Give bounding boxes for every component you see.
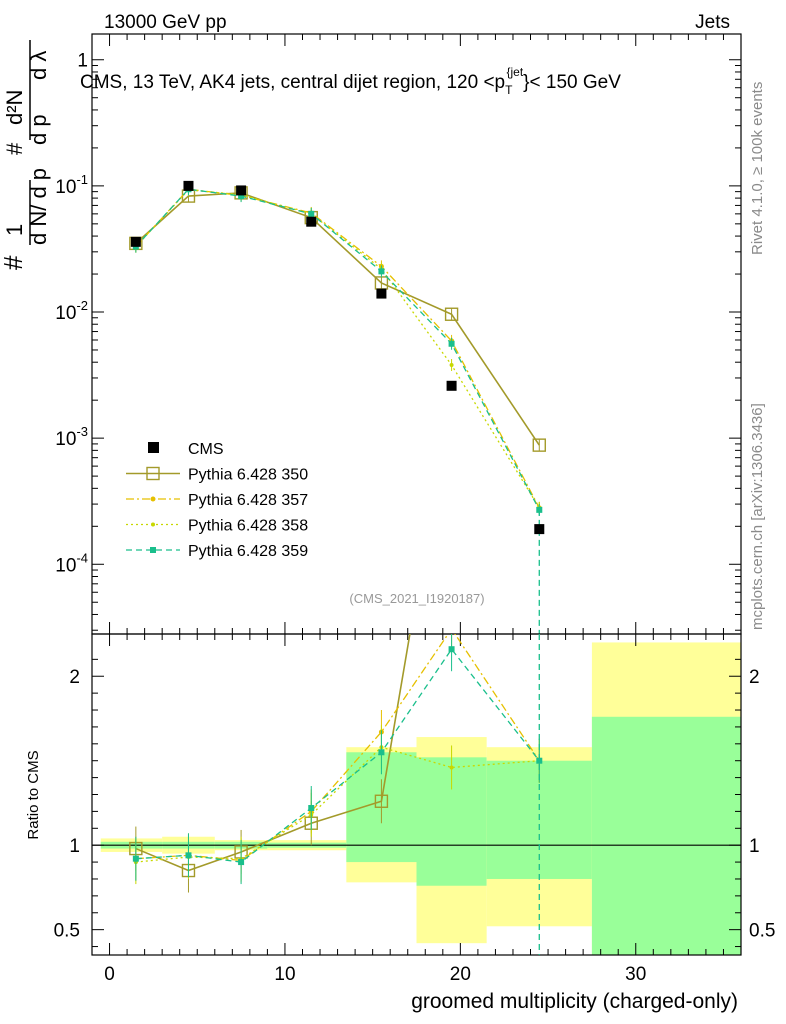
ylabel-dpt: d p [26, 114, 51, 145]
legend-label-p350: Pythia 6.428 350 [188, 467, 308, 484]
ratio-xlabel: groomed multiplicity (charged-only) [411, 990, 738, 1013]
ratio-ylabel: Ratio to CMS [25, 750, 42, 839]
legend-marker-p359 [150, 547, 156, 553]
legend-marker-p350 [146, 466, 160, 481]
point-cms [183, 180, 194, 191]
side-rivet: Rivet 4.1.0, ≥ 100k events [749, 82, 766, 255]
ratio-ytick-label-right: 2 [749, 667, 760, 688]
ratio-point-p359 [378, 749, 385, 756]
ratio-point-p359 [536, 757, 543, 764]
legend-label-p359: Pythia 6.428 359 [188, 543, 308, 560]
side-url: mcplots.cern.ch [arXiv:1306.3436] [749, 403, 766, 630]
main-series [129, 180, 546, 634]
point-cms [130, 236, 141, 247]
header-right: Jets [695, 12, 730, 33]
point-p359 [308, 210, 315, 217]
ratio-point-p359 [448, 646, 455, 653]
point-p350 [532, 438, 546, 452]
ratio-ytick-label-right: 0.5 [749, 921, 775, 942]
legend-marker-p358 [151, 522, 155, 527]
ratio-point-p350 [374, 794, 389, 808]
band-inner-7 [591, 716, 741, 955]
series-line-p358 [135, 189, 540, 509]
ratio-xtick-label: 10 [274, 964, 295, 985]
ylabel-dn: d N/ d p [26, 168, 51, 245]
main-ytick-label: 1 [77, 51, 88, 72]
point-p359 [448, 340, 455, 347]
header-left: 13000 GeV pp [104, 12, 227, 33]
ratio-point-p359 [132, 855, 139, 862]
ratio-point-p357 [449, 626, 454, 631]
ratio-point-p359 [308, 805, 315, 812]
point-p358 [449, 363, 454, 368]
series-line-p350 [135, 192, 540, 446]
legend: CMS Pythia 6.428 350 Pythia 6.428 357 Pythi… [126, 441, 308, 560]
point-cms [534, 524, 545, 535]
ylabel-hash1: # [0, 255, 28, 270]
point-p359 [378, 268, 385, 275]
title-close: }< 150 GeV [523, 72, 621, 93]
series-line-p359 [135, 188, 540, 511]
ratio-bands [100, 642, 741, 955]
ratio-xtick-label: 30 [625, 964, 646, 985]
legend-marker-cms [148, 442, 159, 453]
main-ytick-label: 10-3 [55, 424, 88, 450]
legend-label-p357: Pythia 6.428 357 [188, 492, 308, 509]
main-panel: 10-4 10-3 10-2 10-1 1 [55, 33, 742, 635]
point-cms [446, 380, 457, 391]
main-ytick-label: 10-2 [55, 298, 88, 324]
ratio-series [129, 626, 543, 955]
ylabel-dl: d λ [26, 51, 51, 80]
ratio-point-p359 [185, 852, 192, 859]
series-line-p357 [135, 188, 540, 509]
ratio-point-p359 [238, 859, 245, 866]
ratio-panel: 0 10 20 30 0.5 0.5 1 1 2 2 [54, 626, 775, 985]
analysis-id: (CMS_2021_I1920187) [349, 591, 484, 606]
ratio-line-p350 [135, 634, 411, 872]
ratio-point-p358 [449, 765, 454, 770]
main-ylabel: # 1 d N/ d p # d²N d p d λ [0, 40, 51, 270]
title-sub: T [505, 83, 513, 97]
title-main: CMS, 13 TeV, AK4 jets, central dijet reg… [80, 72, 505, 93]
ylabel-d2n: d²N [2, 90, 27, 125]
ylabel-one: 1 [2, 224, 27, 236]
ratio-xtick-label: 20 [450, 964, 471, 985]
main-ticks: 10-4 10-3 10-2 10-1 1 [55, 34, 741, 634]
main-ytick-label: 10-1 [55, 172, 88, 198]
ratio-ytick-label: 2 [69, 667, 80, 688]
point-cms [306, 216, 317, 227]
legend-label-p358: Pythia 6.428 358 [188, 518, 308, 535]
svg-text:CMS, 13 TeV, AK4 jets, central: CMS, 13 TeV, AK4 jets, central dijet reg… [80, 65, 621, 97]
point-cms [376, 288, 387, 299]
ratio-xtick-label: 0 [104, 964, 115, 985]
point-cms [236, 185, 247, 196]
point-p359 [536, 506, 543, 513]
ratio-ytick-label: 0.5 [54, 921, 80, 942]
legend-marker-p357 [150, 496, 156, 502]
point-p359 [238, 193, 245, 200]
point-p350 [444, 307, 459, 321]
ylabel-hash2: # [2, 142, 27, 155]
legend-label-cms: CMS [188, 441, 224, 458]
ratio-ytick-label: 1 [69, 836, 80, 857]
title-sup: {jet [506, 65, 523, 79]
main-title: CMS, 13 TeV, AK4 jets, central dijet reg… [80, 65, 621, 97]
ratio-ticks: 0 10 20 30 0.5 0.5 1 1 2 2 [54, 634, 775, 985]
ratio-ytick-label-right: 1 [749, 836, 760, 857]
main-ytick-label: 10-4 [55, 550, 88, 576]
